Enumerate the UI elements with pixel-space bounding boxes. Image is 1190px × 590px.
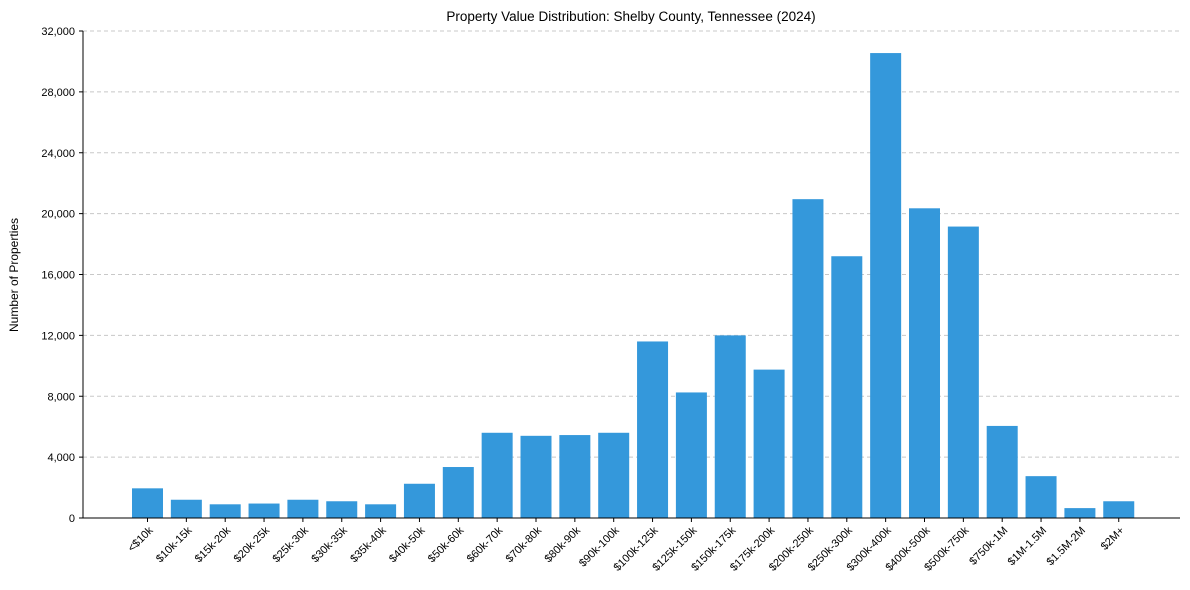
- bar: [1025, 476, 1057, 518]
- bar: [947, 226, 979, 518]
- bar: [132, 488, 163, 518]
- x-tick-label: $35k-40k: [348, 524, 389, 565]
- bar: [637, 341, 669, 518]
- x-tick-label: $25k-30k: [271, 524, 312, 565]
- bar: [909, 208, 940, 518]
- y-tick-label: 12,000: [41, 330, 75, 342]
- y-ticks: 0 4,000 8,000 12,000 16,000 20,000 24,000 28,00…: [41, 26, 83, 525]
- y-axis-label: Number of Properties: [7, 218, 21, 332]
- bar: [481, 432, 513, 518]
- y-tick-label: 16,000: [41, 270, 75, 282]
- y-tick-label: 24,000: [41, 148, 75, 160]
- bar: [792, 199, 824, 519]
- x-tick-label: $30k-35k: [309, 524, 350, 565]
- bar: [714, 335, 746, 518]
- y-tick-label: 8,000: [47, 391, 75, 403]
- bar: [675, 392, 707, 518]
- bar: [170, 499, 202, 518]
- x-tick-label: $750k-1M: [967, 525, 1010, 568]
- bar: [520, 435, 552, 518]
- bar: [209, 504, 241, 518]
- gridlines: [83, 30, 1180, 458]
- bar: [753, 369, 785, 518]
- bar: [287, 499, 319, 518]
- bar: [1103, 501, 1135, 518]
- x-tick-label: $1M-1.5M: [1006, 525, 1050, 569]
- bar: [559, 435, 591, 518]
- x-tick-label: $10k-15k: [154, 524, 195, 565]
- bar: [326, 501, 358, 518]
- x-tick-label: $15k-20k: [193, 524, 234, 565]
- y-tick-label: 4,000: [47, 452, 75, 464]
- chart-title: Property Value Distribution: Shelby Coun…: [446, 9, 815, 24]
- bar: [986, 425, 1018, 518]
- y-tick-label: 28,000: [41, 87, 75, 99]
- bar: [831, 256, 863, 518]
- y-tick-label: 20,000: [41, 209, 75, 221]
- bar: [442, 467, 474, 518]
- x-tick-label: $2M+: [1099, 525, 1127, 553]
- x-ticks: <$10k$10k-15k$15k-20k$20k-25k$25k-30k$30…: [126, 518, 1127, 574]
- bars: [132, 53, 1135, 519]
- bar: [248, 503, 280, 518]
- x-tick-label: <$10k: [126, 524, 156, 554]
- bar: [403, 483, 435, 518]
- bar: [1064, 508, 1096, 518]
- bar: [365, 504, 397, 518]
- x-tick-label: $20k-25k: [232, 524, 273, 565]
- bar: [870, 53, 902, 518]
- bar: [598, 432, 630, 518]
- x-tick-label: $40k-50k: [387, 524, 428, 565]
- x-tick-label: $80k-90k: [542, 524, 583, 565]
- x-tick-label: $50k-60k: [426, 524, 467, 565]
- x-tick-label: $70k-80k: [504, 524, 545, 565]
- y-tick-label: 0: [69, 513, 75, 525]
- x-tick-label: $1.5M-2M: [1045, 525, 1089, 569]
- x-tick-label: $60k-70k: [465, 524, 506, 565]
- y-tick-label: 32,000: [41, 26, 75, 38]
